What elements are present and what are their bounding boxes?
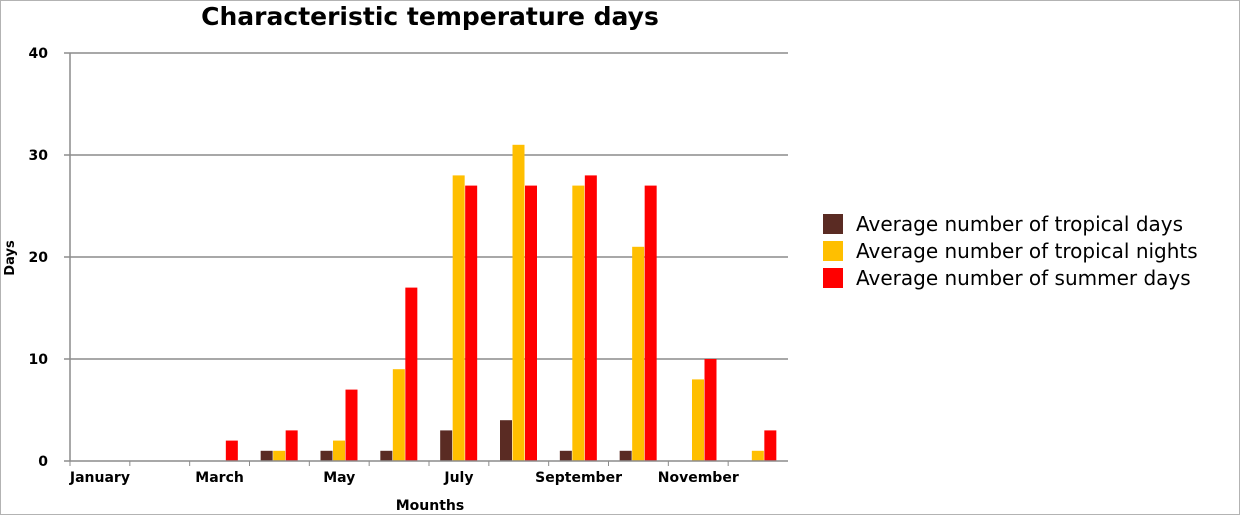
x-tick-label: July <box>443 470 473 486</box>
bar <box>320 450 333 461</box>
bar <box>273 450 286 461</box>
x-tick-label: May <box>323 470 355 486</box>
legend-item-tropical-nights: Average number of tropical nights <box>823 237 1198 264</box>
y-tick-label: 20 <box>29 250 49 266</box>
bar <box>260 450 273 461</box>
bar <box>572 185 585 461</box>
bar <box>285 430 298 461</box>
bar <box>333 440 345 461</box>
y-tick-label: 30 <box>29 148 49 164</box>
x-tick-label: January <box>69 470 130 486</box>
bar <box>764 430 777 461</box>
legend-swatch-summer-days <box>823 267 843 288</box>
bar <box>345 389 358 461</box>
bar <box>692 379 704 461</box>
bar <box>704 359 717 461</box>
bar <box>644 185 657 461</box>
legend-swatch-tropical-nights <box>823 240 843 261</box>
legend-swatch-tropical-days <box>823 213 843 234</box>
legend-label-tropical-nights: Average number of tropical nights <box>856 238 1198 263</box>
bar <box>619 450 632 461</box>
x-tick-label: March <box>195 470 244 486</box>
bar <box>405 287 418 461</box>
y-axis-label: Days <box>3 240 18 276</box>
bar <box>440 430 453 461</box>
y-tick-label: 0 <box>38 454 48 470</box>
x-tick-label: September <box>535 470 622 486</box>
bar <box>500 420 512 461</box>
legend-label-tropical-days: Average number of tropical days <box>856 211 1184 236</box>
x-axis-label: Mounths <box>396 498 464 514</box>
bar <box>392 369 405 461</box>
bar <box>559 450 572 461</box>
bar <box>465 185 478 461</box>
y-tick-label: 40 <box>29 46 49 62</box>
bar <box>632 246 645 461</box>
legend-label-summer-days: Average number of summer days <box>856 265 1191 290</box>
bar <box>751 450 764 461</box>
chart-title: Characteristic temperature days <box>201 2 659 31</box>
bar <box>525 185 537 461</box>
legend-item-tropical-days: Average number of tropical days <box>823 210 1198 237</box>
bar <box>225 440 238 461</box>
bar <box>380 450 393 461</box>
bar <box>584 175 597 461</box>
bar <box>512 144 525 462</box>
legend: Average number of tropical days Average … <box>823 210 1198 291</box>
legend-item-summer-days: Average number of summer days <box>823 264 1198 291</box>
bar <box>452 175 465 461</box>
x-tick-label: November <box>658 470 739 486</box>
y-tick-label: 10 <box>29 352 49 368</box>
